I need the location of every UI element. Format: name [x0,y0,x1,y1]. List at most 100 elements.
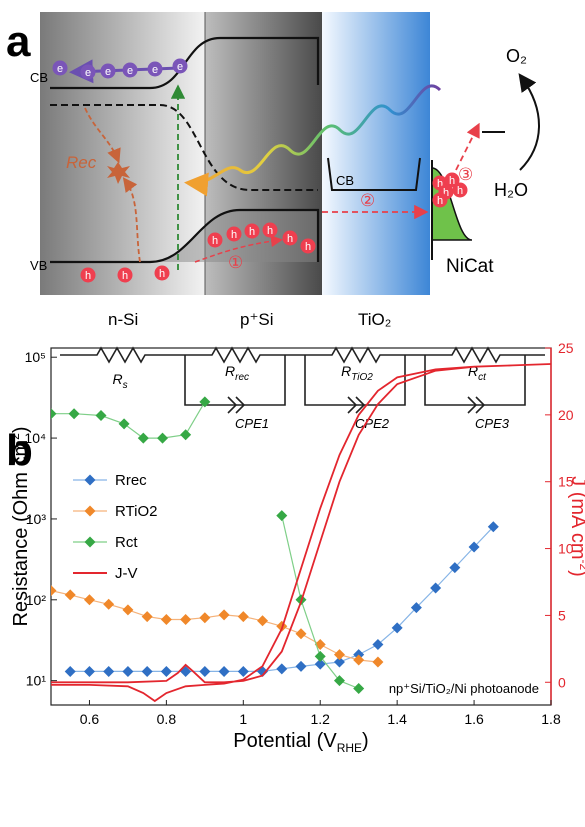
carrier-label: h [437,178,443,190]
carrier-label: h [287,233,293,245]
data-point [391,622,403,634]
y2-tick-label: 20 [558,407,574,423]
carrier-label: h [449,175,455,187]
cb-band [50,36,320,90]
catalyst-label: NiCat [446,256,494,277]
data-point [141,665,153,677]
y2-tick-label: 0 [558,674,566,690]
carrier [432,192,448,208]
data-point [157,432,169,444]
step-label: ③ [458,165,473,184]
carrier-label: e [105,66,111,78]
x-tick-label: 1 [239,711,247,727]
series-line [51,590,378,663]
rec-star [107,162,130,184]
y2-axis-label: J (mA cm-2) [567,476,585,577]
step-label: ② [360,191,375,210]
data-point [333,656,345,668]
series-line [51,363,551,703]
resistor-label: Rrec [225,363,249,383]
y-tick-label: 10⁴ [24,430,46,446]
carrier-label: h [437,195,443,207]
y2-axis-label-part: -2 [577,560,585,571]
carrier-label: e [152,64,158,76]
rec-path [122,177,141,263]
carrier [207,232,223,248]
data-point [372,656,384,668]
region-label: TiO₂ [358,310,391,329]
carrier [262,222,278,238]
cb-label: CB [30,70,48,85]
panel-letter: b [6,426,33,475]
data-point [237,611,249,623]
data-point [257,615,269,627]
carrier [117,267,133,283]
carrier [52,60,68,76]
region-label: p⁺Si [240,310,274,329]
circuit: Rs Rrec RTiO2 Rct CPE1 CPE2 CPE3 [60,346,545,431]
tio2-region [322,12,430,295]
series-line [51,401,359,690]
plot-area [51,363,551,703]
data-point [333,675,345,687]
y2-axis-label-part: ) [567,570,585,577]
data-point [83,594,95,606]
carrier-label: e [127,65,133,77]
carrier [226,226,242,242]
carrier [444,172,460,188]
annotation: np⁺Si/TiO₂/Ni photoanode [389,681,539,696]
data-point [276,663,288,675]
tio2-cb-label: CB [336,173,354,188]
vb-label: VB [30,258,47,273]
x-axis-label: Potential (VRHE) [233,730,368,755]
y-tick-label: 10⁵ [25,349,46,365]
carrier-label: h [212,235,218,247]
data-point [118,418,130,430]
y2-tick-label: 15 [558,474,574,490]
y-axis-label-part: 2 [8,433,22,440]
carrier [300,238,316,254]
region-label: n-Si [108,310,138,329]
data-point [237,665,249,677]
resistor-main: R [341,363,351,379]
resistor-label: Rct [468,363,487,383]
legend-label: Rrec [115,472,147,489]
carrier [172,58,188,74]
cpe-label: CPE1 [235,416,269,431]
y-axis-label: Resistance (Ohm cm2) [8,426,32,626]
carrier [122,62,138,78]
carrier-label: e [57,63,63,75]
data-point [410,602,422,614]
data-point [314,658,326,670]
data-point [372,639,384,651]
panel-a: a CB VB Rec CB NiCat O₂ H₂O ① ② ③ n-Si p… [6,12,545,431]
y2-tick-label: 5 [558,607,566,623]
data-point [333,649,345,661]
resistor-main: R [468,363,478,379]
carrier-label: h [249,226,255,238]
data-point [51,408,57,420]
rec-path [84,107,121,164]
x-axis-label-part: RHE [337,741,362,755]
rec-label: Rec [66,153,97,172]
oxidation-arrow [455,122,480,171]
carrier [100,63,116,79]
step-label: ① [228,253,243,272]
data-point [160,665,172,677]
resistor-main: R [112,371,122,387]
carrier-label: h [443,187,449,199]
y-axis-label-part: Resistance (Ohm cm [10,440,32,627]
x-axis-label-part: Potential (V [233,730,337,752]
data-point [276,510,288,522]
data-point [64,589,76,601]
y2-tick-label: 25 [558,340,574,356]
legend-marker [84,505,96,517]
y-axis-label-part: ) [10,426,32,433]
data-point [180,614,192,626]
data-point [199,612,211,624]
data-point [68,408,80,420]
carrier-label: h [159,268,165,280]
carrier [147,61,163,77]
x-tick-label: 0.8 [157,711,177,727]
tio2-cb [327,157,421,191]
